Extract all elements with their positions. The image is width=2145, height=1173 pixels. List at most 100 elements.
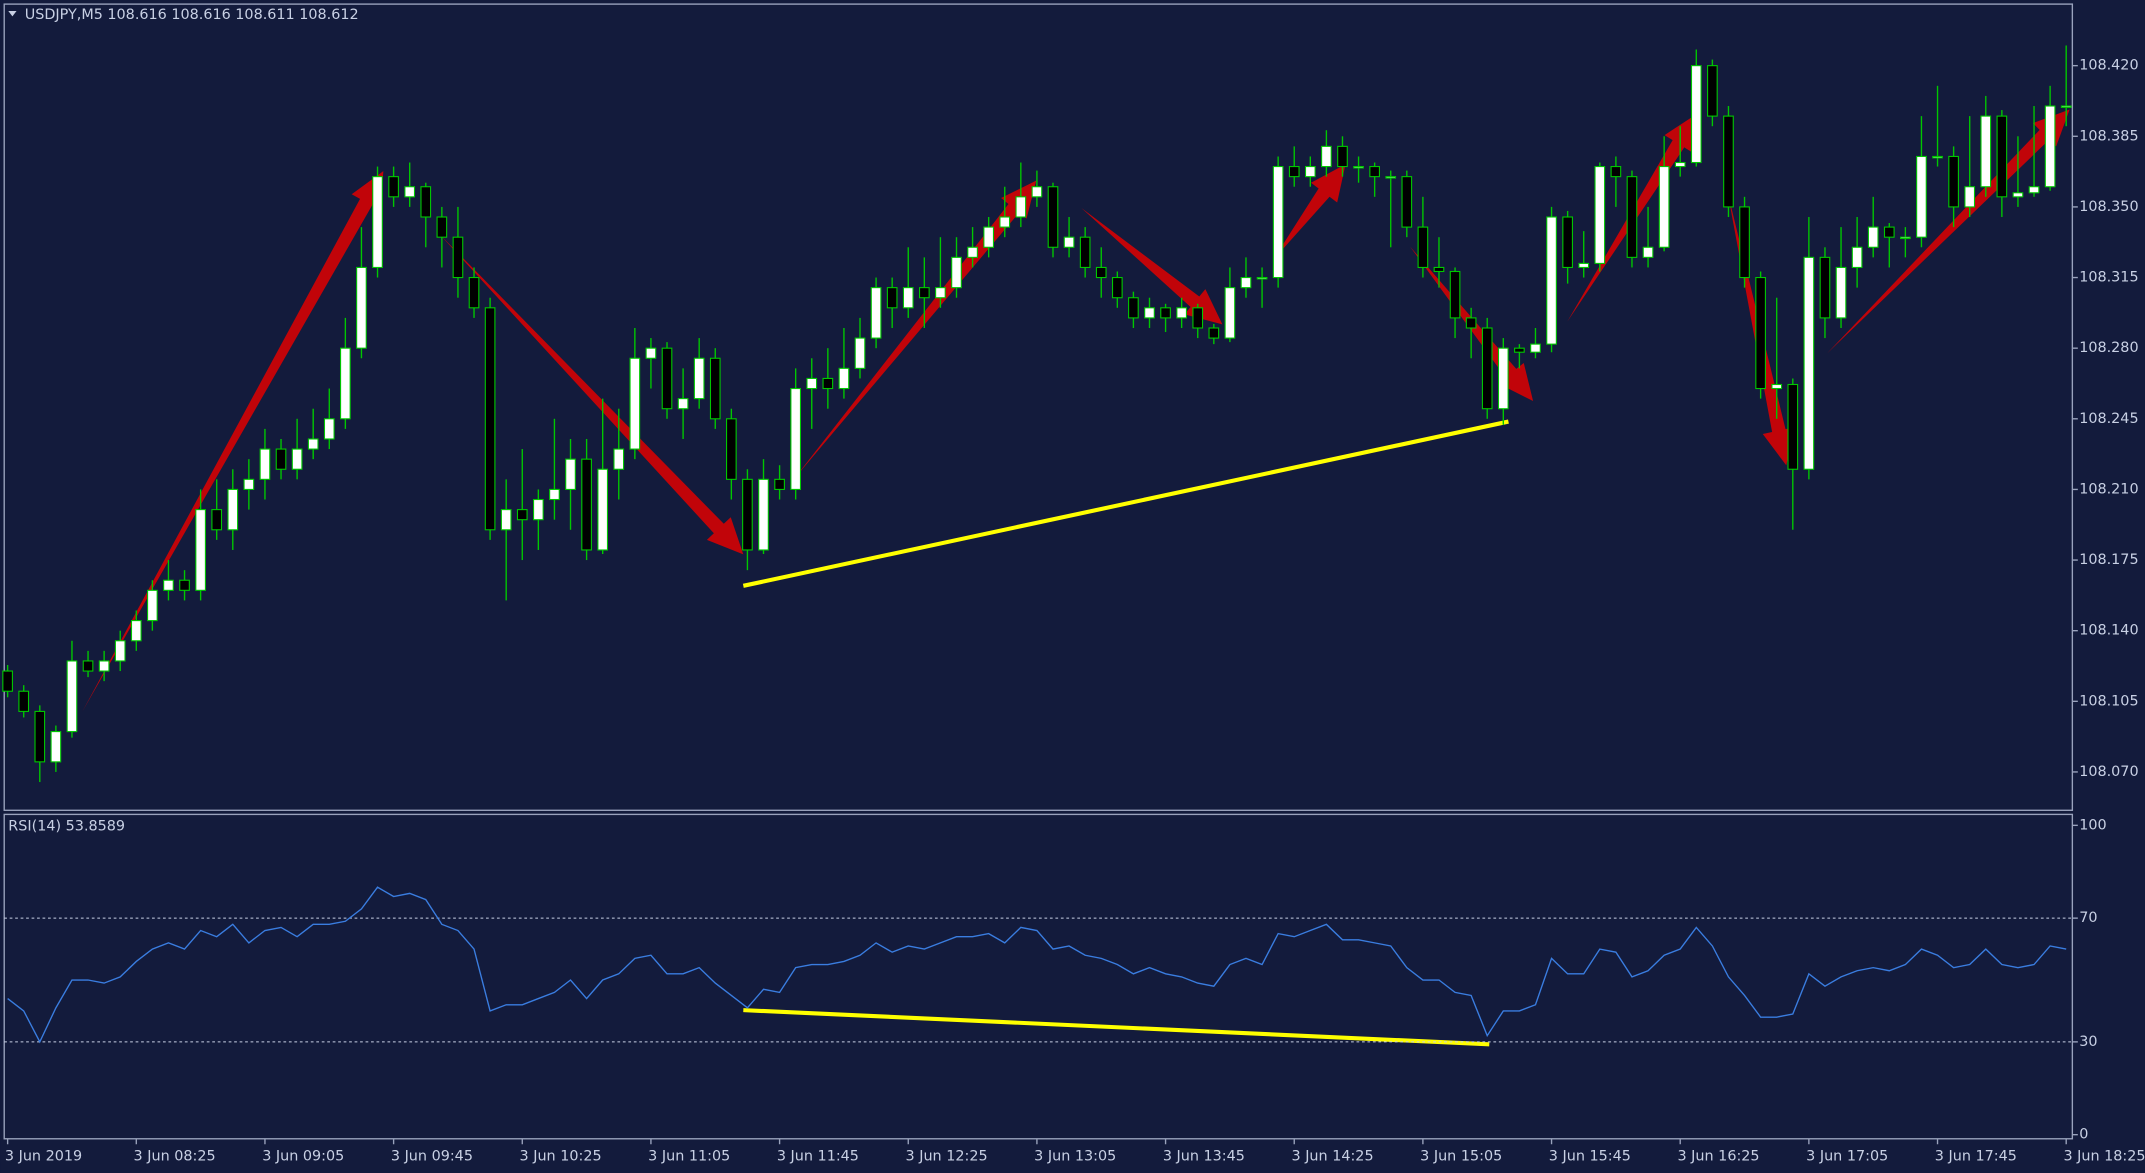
- arrow: [1827, 109, 2070, 354]
- candle-body: [1642, 246, 1654, 258]
- arrow: [1273, 164, 1346, 261]
- candle-body: [147, 589, 158, 622]
- rsi-pane: [3, 813, 2074, 1140]
- candle-body: [1272, 166, 1284, 279]
- candle-body: [1047, 186, 1059, 248]
- candle-body: [1803, 256, 1815, 470]
- candle-body: [1449, 270, 1461, 319]
- candle-body: [1996, 115, 2008, 198]
- candle-body: [34, 710, 46, 763]
- candle-body: [323, 418, 335, 440]
- candle-body: [1916, 155, 1927, 238]
- x-tick-label: 3 Jun 16:25: [1677, 1149, 1759, 1165]
- candle-body: [709, 357, 721, 420]
- candle-body: [1079, 236, 1091, 268]
- rsi-tick-label: 100: [2079, 817, 2106, 833]
- candle-body: [1160, 307, 1171, 319]
- candle-body: [1015, 196, 1027, 218]
- candle-body: [1948, 155, 1959, 208]
- candle-body: [1851, 246, 1863, 268]
- candle-body: [1819, 256, 1831, 319]
- candle-body: [967, 246, 978, 258]
- candle-body: [259, 448, 271, 480]
- trend-line: [742, 419, 1509, 588]
- candle-body: [597, 468, 609, 551]
- candle-body: [307, 438, 319, 450]
- candle-body: [1755, 276, 1766, 390]
- candle-body: [854, 337, 866, 369]
- candle-body: [1497, 347, 1509, 410]
- candle-body: [1385, 176, 1397, 179]
- y-tick-label: 108.315: [2079, 270, 2138, 286]
- candle-body: [404, 186, 416, 198]
- candle-body: [1578, 262, 1590, 268]
- candle-body: [1932, 155, 1943, 159]
- candle-body: [468, 276, 480, 309]
- x-tick-label: 3 Jun 18:25: [2063, 1149, 2145, 1165]
- candle-body: [1321, 145, 1332, 168]
- arrow: [1081, 208, 1223, 325]
- candle-body: [774, 478, 785, 490]
- candle-body: [388, 176, 399, 198]
- candle-body: [50, 731, 62, 763]
- rsi-tick-label: 70: [2079, 910, 2097, 926]
- candle-body: [1980, 115, 1992, 188]
- candle-body: [82, 660, 94, 672]
- candle-body: [902, 287, 914, 309]
- candle-body: [436, 216, 448, 238]
- y-tick-label: 108.175: [2079, 552, 2138, 568]
- x-tick-label: 3 Jun 15:05: [1420, 1149, 1502, 1165]
- candle-body: [1562, 216, 1573, 268]
- candle-body: [356, 266, 367, 349]
- candle-body: [677, 398, 689, 410]
- candle-body: [1337, 145, 1348, 168]
- x-tick-label: 3 Jun 14:25: [1291, 1149, 1373, 1165]
- candle-body: [227, 488, 239, 531]
- candle-body: [1304, 166, 1316, 178]
- candle-body: [1256, 276, 1268, 280]
- candle-body: [838, 367, 850, 390]
- y-tick-label: 108.105: [2079, 693, 2138, 709]
- y-tick-label: 108.140: [2079, 623, 2138, 639]
- x-tick-label: 3 Jun 09:05: [262, 1149, 344, 1165]
- candle-body: [1095, 266, 1107, 279]
- collapse-icon[interactable]: [8, 10, 17, 17]
- y-tick-label: 108.210: [2079, 481, 2138, 497]
- candle-body: [1417, 226, 1429, 268]
- candle-body: [806, 377, 818, 390]
- candle-body: [372, 176, 383, 268]
- candle-body: [1674, 161, 1686, 168]
- candle-body: [1288, 166, 1300, 178]
- candle-body: [661, 347, 673, 410]
- candle-body: [758, 478, 769, 551]
- candle-body: [822, 377, 834, 390]
- candle-body: [1900, 236, 1911, 240]
- candle-body: [1192, 307, 1204, 329]
- candle-body: [1626, 176, 1638, 258]
- y-tick-label: 108.280: [2079, 340, 2138, 356]
- x-tick-label: 3 Jun 2019: [5, 1149, 82, 1165]
- candle-body: [1690, 65, 1702, 164]
- candle-body: [1111, 276, 1123, 299]
- candle-body: [1176, 307, 1187, 319]
- candle-body: [1369, 166, 1380, 178]
- candle-body: [1144, 307, 1155, 319]
- rsi-tick-label: 0: [2079, 1127, 2088, 1143]
- candle-body: [243, 478, 255, 490]
- candle-body: [2012, 192, 2024, 198]
- rsi-line: [7, 886, 2067, 1044]
- candle-body: [2060, 105, 2072, 108]
- y-tick-label: 108.420: [2079, 58, 2138, 74]
- trend-line: [743, 1008, 1490, 1047]
- candle-body: [1723, 115, 1734, 208]
- rsi-tick-label: 30: [2079, 1034, 2097, 1050]
- candle-body: [2044, 105, 2056, 188]
- candle-body: [1481, 327, 1493, 410]
- price-pane: [3, 3, 2074, 811]
- y-tick-label: 108.350: [2079, 199, 2138, 215]
- candle-body: [163, 579, 174, 591]
- candle-body: [870, 287, 882, 339]
- candle-body: [1787, 383, 1799, 470]
- x-tick-label: 3 Jun 17:05: [1806, 1149, 1888, 1165]
